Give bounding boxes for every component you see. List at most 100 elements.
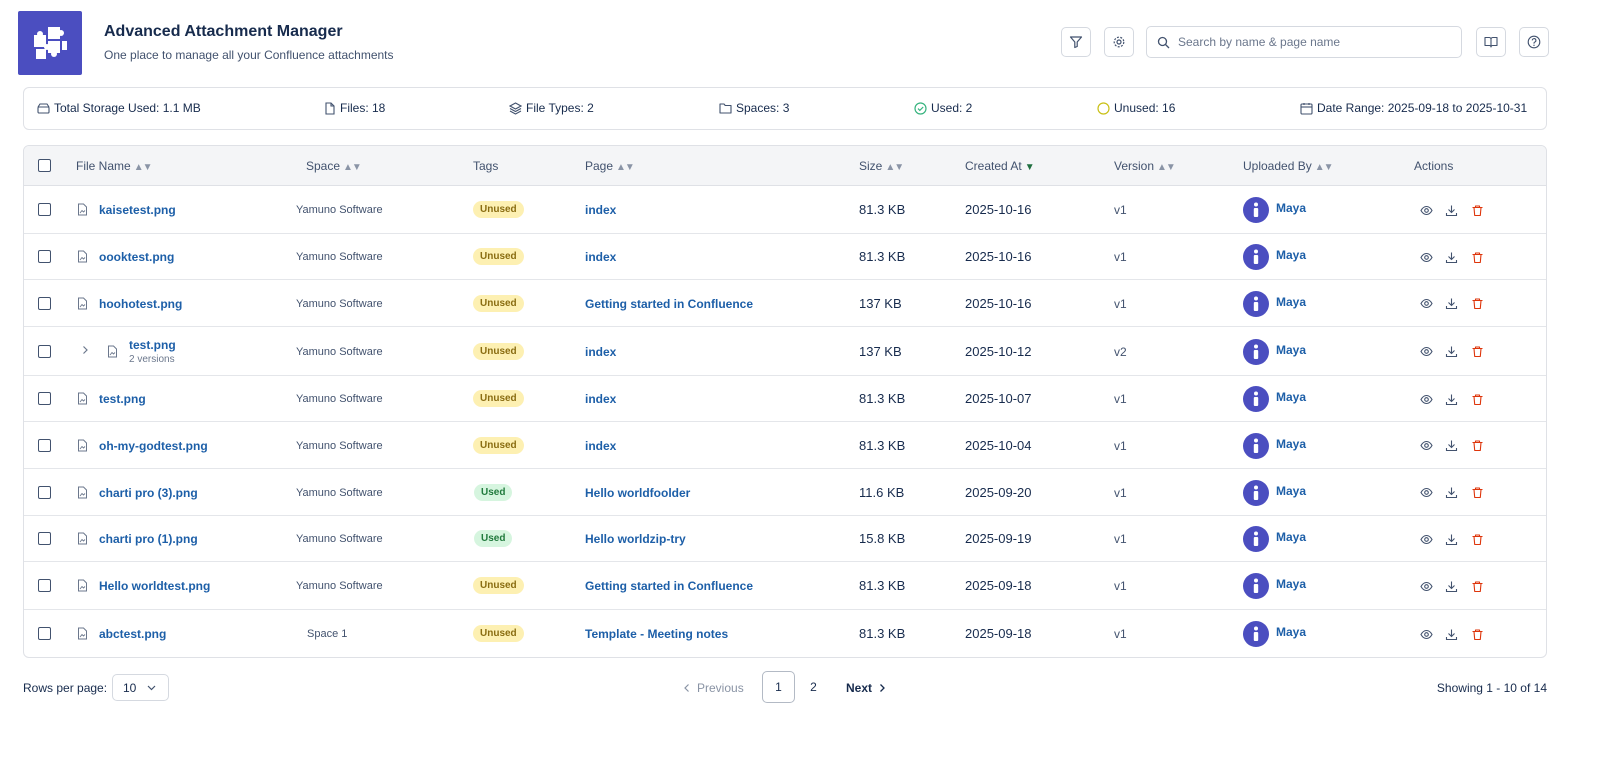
file-name-link[interactable]: abctest.png bbox=[99, 627, 167, 641]
file-name-link[interactable]: oh-my-godtest.png bbox=[99, 438, 208, 453]
preview-button[interactable] bbox=[1418, 391, 1434, 407]
column-page-label: Page bbox=[585, 159, 614, 173]
delete-button[interactable] bbox=[1469, 202, 1485, 218]
file-name-link[interactable]: Hello worldtest.png bbox=[99, 579, 211, 593]
preview-button[interactable] bbox=[1418, 344, 1434, 360]
delete-button[interactable] bbox=[1469, 344, 1485, 360]
download-button[interactable] bbox=[1443, 578, 1459, 594]
row-checkbox[interactable] bbox=[38, 438, 51, 452]
select-all-checkbox[interactable] bbox=[38, 159, 51, 172]
version-cell: v2 bbox=[1114, 344, 1127, 359]
page-link[interactable]: index bbox=[585, 344, 617, 359]
delete-button[interactable] bbox=[1469, 438, 1485, 454]
page-link[interactable]: index bbox=[585, 438, 617, 453]
preview-button[interactable] bbox=[1418, 626, 1434, 642]
help-button[interactable] bbox=[1519, 27, 1549, 57]
docs-button[interactable] bbox=[1476, 27, 1506, 57]
row-checkbox[interactable] bbox=[38, 250, 51, 263]
filter-button[interactable] bbox=[1061, 27, 1091, 57]
column-uploaded-by[interactable]: Uploaded By ▲▼ bbox=[1243, 159, 1334, 173]
settings-button[interactable] bbox=[1104, 27, 1134, 57]
column-size[interactable]: Size ▲▼ bbox=[859, 159, 904, 173]
page-link[interactable]: index bbox=[585, 203, 617, 217]
download-button[interactable] bbox=[1443, 485, 1459, 501]
uploader-link[interactable]: Maya bbox=[1276, 577, 1307, 591]
page-1-button[interactable]: 1 bbox=[762, 671, 795, 703]
page-link[interactable]: Hello worldzip-try bbox=[585, 532, 686, 546]
file-name-link[interactable]: test.png bbox=[99, 392, 146, 406]
expand-row-button[interactable] bbox=[81, 344, 89, 358]
column-space[interactable]: Space ▲▼ bbox=[306, 159, 362, 173]
delete-button[interactable] bbox=[1469, 485, 1485, 501]
file-name-link[interactable]: hoohotest.png bbox=[99, 296, 183, 311]
row-checkbox[interactable] bbox=[38, 392, 51, 405]
download-button[interactable] bbox=[1443, 296, 1459, 312]
download-button[interactable] bbox=[1443, 344, 1459, 360]
page-link[interactable]: index bbox=[585, 392, 617, 406]
version-cell: v1 bbox=[1114, 392, 1127, 406]
row-checkbox[interactable] bbox=[38, 627, 51, 640]
space-cell: Yamuno Software bbox=[296, 393, 383, 405]
folder-icon bbox=[719, 103, 732, 114]
delete-button[interactable] bbox=[1469, 531, 1485, 547]
row-checkbox[interactable] bbox=[38, 532, 51, 545]
preview-button[interactable] bbox=[1418, 485, 1434, 501]
search-input[interactable] bbox=[1178, 35, 1448, 49]
delete-button[interactable] bbox=[1469, 578, 1485, 594]
delete-button[interactable] bbox=[1469, 391, 1485, 407]
uploader-link[interactable]: Maya bbox=[1276, 390, 1307, 404]
page-link[interactable]: Hello worldfoolder bbox=[585, 485, 691, 500]
search-box[interactable] bbox=[1146, 26, 1462, 58]
rows-per-page-select[interactable]: 10 bbox=[112, 674, 169, 701]
uploader-link[interactable]: Maya bbox=[1276, 530, 1307, 544]
page-2-button[interactable]: 2 bbox=[810, 680, 817, 694]
page-link[interactable]: Getting started in Confluence bbox=[585, 579, 754, 593]
delete-button[interactable] bbox=[1469, 296, 1485, 312]
row-checkbox[interactable] bbox=[38, 296, 51, 310]
uploader-link[interactable]: Maya bbox=[1276, 342, 1307, 357]
column-page[interactable]: Page ▲▼ bbox=[585, 159, 635, 173]
uploader-link[interactable]: Maya bbox=[1276, 248, 1307, 262]
row-checkbox[interactable] bbox=[38, 344, 51, 358]
column-created-at[interactable]: Created At ▼ bbox=[965, 159, 1035, 173]
previous-page-button[interactable]: Previous bbox=[683, 681, 744, 695]
preview-button[interactable] bbox=[1418, 249, 1434, 265]
table-header: File Name ▲▼ Space ▲▼ Tags Page ▲▼ Size ▲▼ C… bbox=[24, 146, 1546, 186]
preview-button[interactable] bbox=[1418, 531, 1434, 547]
page-link[interactable]: Getting started in Confluence bbox=[585, 296, 754, 311]
file-name-link[interactable]: test.png bbox=[129, 337, 176, 352]
file-name-link[interactable]: charti pro (1).png bbox=[99, 532, 198, 546]
column-file-name[interactable]: File Name ▲▼ bbox=[76, 159, 152, 173]
download-button[interactable] bbox=[1443, 202, 1459, 218]
delete-button[interactable] bbox=[1469, 626, 1485, 642]
page-link[interactable]: index bbox=[585, 250, 617, 264]
sort-icon: ▲▼ bbox=[616, 162, 635, 173]
download-button[interactable] bbox=[1443, 626, 1459, 642]
download-button[interactable] bbox=[1443, 438, 1459, 454]
status-badge: Unused bbox=[473, 625, 524, 642]
uploader-link[interactable]: Maya bbox=[1276, 436, 1307, 451]
preview-button[interactable] bbox=[1418, 438, 1434, 454]
uploader-link[interactable]: Maya bbox=[1276, 483, 1307, 498]
preview-button[interactable] bbox=[1418, 202, 1434, 218]
next-page-button[interactable]: Next bbox=[846, 681, 886, 695]
delete-button[interactable] bbox=[1469, 249, 1485, 265]
uploader-link[interactable]: Maya bbox=[1276, 625, 1307, 639]
file-name-link[interactable]: charti pro (3).png bbox=[99, 485, 198, 500]
preview-button[interactable] bbox=[1418, 578, 1434, 594]
page-link[interactable]: Template - Meeting notes bbox=[585, 627, 729, 641]
preview-button[interactable] bbox=[1418, 296, 1434, 312]
uploader-link[interactable]: Maya bbox=[1276, 294, 1307, 309]
column-tags-label: Tags bbox=[473, 159, 499, 173]
row-checkbox[interactable] bbox=[38, 203, 51, 216]
file-name-link[interactable]: oooktest.png bbox=[99, 250, 175, 264]
file-name-link[interactable]: kaisetest.png bbox=[99, 203, 176, 217]
row-checkbox[interactable] bbox=[38, 579, 51, 592]
uploader-link[interactable]: Maya bbox=[1276, 201, 1307, 215]
download-button[interactable] bbox=[1443, 531, 1459, 547]
avatar bbox=[1243, 290, 1269, 317]
download-button[interactable] bbox=[1443, 391, 1459, 407]
row-checkbox[interactable] bbox=[38, 485, 51, 499]
download-button[interactable] bbox=[1443, 249, 1459, 265]
column-version[interactable]: Version ▲▼ bbox=[1114, 159, 1176, 173]
